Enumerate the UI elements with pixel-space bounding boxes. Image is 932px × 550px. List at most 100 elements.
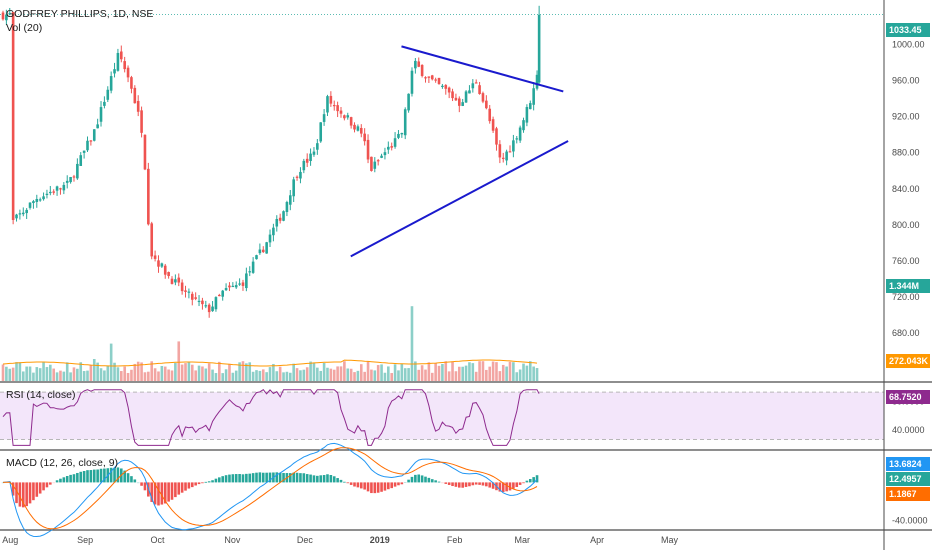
volume-bar <box>261 369 265 381</box>
volume-bar <box>180 364 184 381</box>
rsi-line <box>2 389 540 446</box>
candle-body <box>522 120 525 131</box>
candle-body <box>180 282 184 292</box>
candle-body <box>160 263 164 267</box>
volume-bar <box>174 362 177 381</box>
macd-histogram-bar <box>28 482 32 504</box>
candle-body <box>356 126 360 131</box>
macd-histogram-bar <box>454 482 458 487</box>
signal-badge: 12.4957 <box>889 474 922 484</box>
candle-body <box>376 160 380 162</box>
candle-body <box>403 109 407 136</box>
volume-bar <box>295 368 299 381</box>
macd-histogram-bar <box>201 482 204 484</box>
candle-body <box>488 108 492 122</box>
price-tick-label: 760.00 <box>892 256 920 266</box>
candle-body <box>218 294 221 297</box>
candle-body <box>32 201 35 204</box>
candle-body <box>120 51 123 60</box>
candle-body <box>241 282 245 286</box>
macd-histogram-bar <box>45 482 49 488</box>
candle-body <box>474 82 478 84</box>
volume-bar <box>393 364 397 381</box>
price-tick-label: 840.00 <box>892 184 920 194</box>
macd-histogram-bar <box>109 467 113 483</box>
volume-bar <box>387 366 390 381</box>
macd-histogram-bar <box>292 472 295 483</box>
macd-histogram-bar <box>359 482 363 489</box>
candle-body <box>346 115 350 118</box>
macd-histogram-bar <box>522 482 525 484</box>
candle-body <box>123 61 126 70</box>
volume-bar <box>197 365 201 381</box>
volume-bar <box>52 368 55 381</box>
macd-histogram-bar <box>518 482 522 485</box>
candle-body <box>478 85 481 94</box>
macd-histogram-bar <box>177 482 181 495</box>
candle-body <box>96 124 99 129</box>
candle-body <box>451 91 454 99</box>
candle-body <box>393 138 397 147</box>
candle-body <box>76 163 79 179</box>
volume-bar <box>89 364 93 381</box>
macd-histogram-bar <box>72 474 76 483</box>
macd-histogram-bar <box>153 482 157 505</box>
candle-body <box>187 291 191 293</box>
x-tick-label: Sep <box>77 535 93 545</box>
candle-body <box>349 117 353 126</box>
macd-histogram-bar <box>289 473 292 483</box>
volume-bar <box>505 366 508 381</box>
volume-bar <box>65 362 69 381</box>
macd-histogram-bar <box>356 482 360 488</box>
macd-histogram-bar <box>278 472 282 483</box>
candle-body <box>420 64 424 76</box>
candle-body <box>15 214 18 219</box>
volume-bar <box>383 372 387 381</box>
candle-body <box>309 153 312 162</box>
macd-histogram-bar <box>397 482 400 486</box>
candle-body <box>207 304 211 313</box>
candle-body <box>261 249 265 253</box>
volume-bar <box>508 361 512 381</box>
candle-body <box>265 242 268 254</box>
volume-bar <box>258 370 262 381</box>
candle-body <box>45 193 49 195</box>
macd-histogram-bar <box>282 473 285 483</box>
volume-bar <box>255 370 258 381</box>
volume-bar <box>109 343 113 381</box>
volume-bar <box>501 364 505 381</box>
volume-bar <box>312 362 316 381</box>
volume-bar <box>120 371 123 381</box>
candle-body <box>329 95 333 104</box>
macd-histogram-bar <box>197 482 201 485</box>
candle-body <box>103 101 106 106</box>
x-tick-label: Aug <box>2 535 18 545</box>
macd-histogram-bar <box>400 482 404 485</box>
volume-bar <box>147 371 150 381</box>
macd-histogram-bar <box>353 482 356 487</box>
volume-bar <box>430 372 434 381</box>
candle-body <box>163 265 167 275</box>
volume-bar <box>207 363 211 381</box>
volume-bar <box>275 371 279 381</box>
volume-bar <box>157 371 160 381</box>
candle-body <box>11 12 15 220</box>
macd-histogram-bar <box>376 482 380 493</box>
trendline-upper <box>401 45 564 93</box>
volume-bar <box>143 372 147 381</box>
candle-body <box>292 179 295 197</box>
volume-bar <box>194 370 197 381</box>
price-tick-label: 1000.00 <box>892 40 925 50</box>
volume-bar <box>316 367 319 381</box>
candle-body <box>383 152 387 156</box>
candle-body <box>201 300 204 305</box>
macd-histogram-bar <box>1 482 5 484</box>
macd-histogram-bar <box>261 472 265 483</box>
volume-bar <box>113 362 116 381</box>
volume-bar <box>437 365 441 381</box>
candle-body <box>228 285 231 288</box>
macd-histogram-bar <box>190 482 194 488</box>
macd-histogram-bar <box>326 474 329 483</box>
macd-histogram-bar <box>49 482 52 485</box>
